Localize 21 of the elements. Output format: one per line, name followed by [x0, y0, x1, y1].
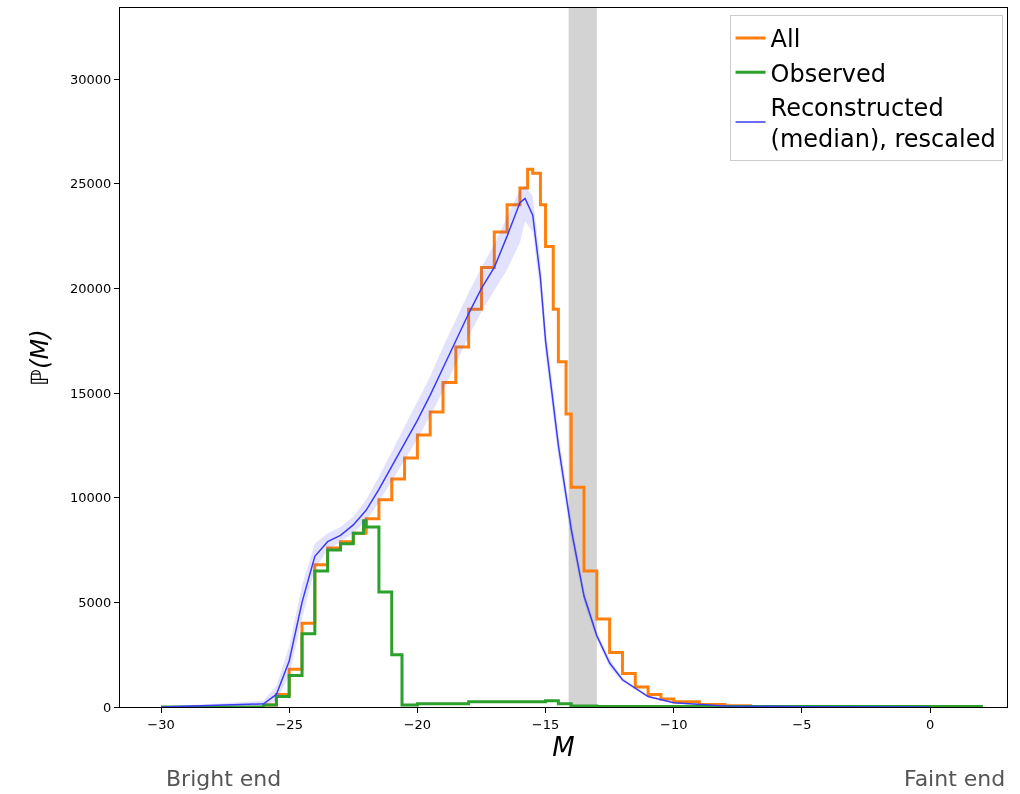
x-tick-label: −15	[531, 716, 560, 732]
y-axis-title: ℙ(M)	[26, 329, 55, 386]
y-tick-label: 25000	[70, 176, 112, 192]
y-tick-label: 10000	[70, 490, 112, 506]
y-tick-label: 30000	[70, 71, 112, 87]
text: Bright end	[166, 766, 282, 791]
x-tick-label: −10	[660, 716, 688, 732]
y-tick-label: 20000	[70, 280, 112, 296]
x-axis-title: M	[552, 731, 575, 762]
y-tick-label: 0	[103, 699, 112, 715]
x-tick-label: 0	[925, 716, 935, 732]
x-tick-label: −5	[792, 716, 812, 732]
x-tick-label: −20	[403, 716, 432, 732]
legend-label: Reconstructed (median), rescaled	[770, 93, 996, 154]
legend-label: All	[770, 25, 801, 54]
text: Faint end	[904, 766, 1006, 791]
legend-label: Observed	[770, 59, 887, 88]
y-tick-label: 5000	[78, 594, 112, 610]
x-tick-label: −30	[147, 716, 175, 732]
x-tick-label: −25	[275, 716, 303, 732]
y-tick-label: 15000	[70, 385, 112, 401]
